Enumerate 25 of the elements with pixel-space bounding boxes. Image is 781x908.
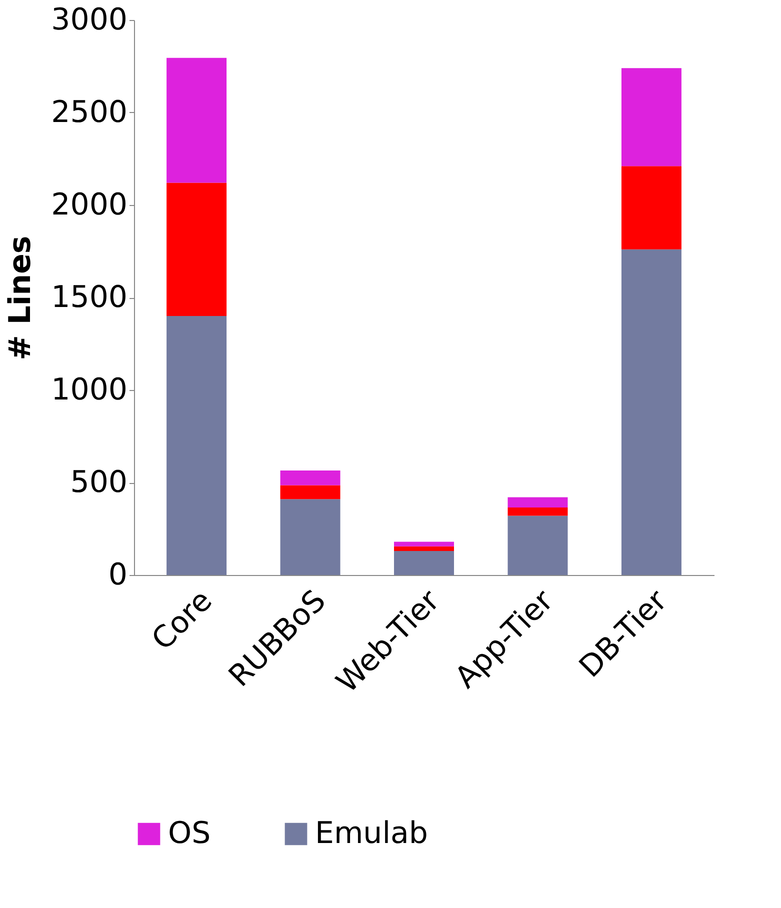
bar xyxy=(394,542,454,546)
bar xyxy=(280,485,340,500)
y-tick-label: 500 xyxy=(70,465,128,500)
bar xyxy=(508,497,568,508)
bar xyxy=(394,546,454,551)
bar xyxy=(280,499,340,575)
bar xyxy=(280,470,340,486)
y-tick-label: 2500 xyxy=(51,95,128,130)
bar xyxy=(508,507,568,516)
bar xyxy=(166,182,227,316)
y-tick-label: 2000 xyxy=(51,188,128,222)
bar xyxy=(621,166,682,250)
y-axis-title: # Lines xyxy=(3,236,38,360)
y-tick-label: 1500 xyxy=(51,280,128,315)
legend-label: Emulab xyxy=(315,816,428,851)
bar xyxy=(508,516,568,575)
bar xyxy=(166,58,227,183)
y-tick-label: 1000 xyxy=(51,372,128,408)
bar xyxy=(621,68,682,166)
y-tick-label: 3000 xyxy=(51,2,128,38)
bar xyxy=(621,249,682,575)
bar xyxy=(166,316,227,575)
bar xyxy=(394,550,454,575)
legend-label: OS xyxy=(168,816,211,851)
y-tick-label: 0 xyxy=(108,558,128,592)
